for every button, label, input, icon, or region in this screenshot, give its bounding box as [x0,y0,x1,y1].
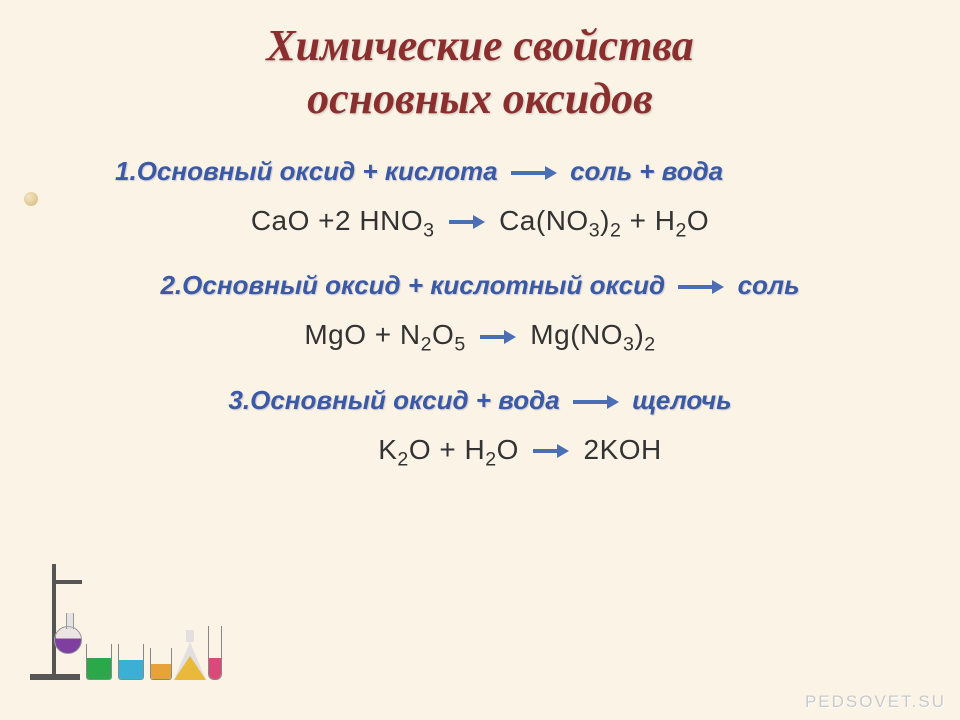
title-line-2: основных оксидов [307,74,653,123]
eq1-rc-sub: 2 [675,219,686,241]
rule-1: 1.Основный оксид + кислота соль + вода [60,156,900,187]
rule-3-left: Основный оксид + вода [250,385,560,415]
rule-3: 3.Основный оксид + вода щелочь [60,385,900,416]
arrow-icon [533,444,569,458]
rule-1-right: соль + вода [570,156,723,186]
eq1-left-sub: 3 [423,219,434,241]
arrow-icon [511,166,557,180]
eq3-lb-sub: 2 [485,448,496,470]
title-line-1: Химические свойства [266,21,694,70]
eq2-ra: Mg(NO [530,319,623,350]
beaker-orange-icon [150,648,172,680]
eq2-ra-sub: 3 [623,334,634,356]
arrow-icon [449,215,485,229]
eq3-lc: O [497,434,519,465]
eq3-la-sub: 2 [397,448,408,470]
eq1-ra-sub: 3 [589,219,600,241]
rule-2-prefix: 2. [160,270,182,300]
round-flask-icon [54,626,82,654]
beaker-green-icon [86,644,112,680]
arrow-icon [480,330,516,344]
eq3-r: 2KOH [584,434,662,465]
lab-glassware-image [10,520,230,690]
eq1-rb: ) [600,205,610,236]
bullet-icon [24,192,38,206]
slide-title: Химические свойства основных оксидов [60,20,900,126]
eq2-lb: O [432,319,454,350]
eq1-ra: Ca(NO [499,205,589,236]
watermark: PEDSOVET.SU [805,692,946,712]
eq2-rb: ) [634,319,644,350]
rule-2-right: соль [738,270,800,300]
rule-3-prefix: 3. [228,385,250,415]
rule-2: 2.Основный оксид + кислотный оксид соль [60,270,900,301]
rule-1-prefix: 1. [115,156,137,186]
equation-1: CaO +2 HNO3 Ca(NO3)2 + H2O [60,205,900,243]
eq2-rb-sub: 2 [644,334,655,356]
eq1-left: CaO +2 HNO [251,205,423,236]
arrow-icon [678,280,724,294]
eq3-la: K [378,434,397,465]
slide-container: Химические свойства основных оксидов 1.О… [0,0,960,720]
eq1-rc: + H [621,205,675,236]
equation-3: K2O + H2O 2KOH [140,434,900,472]
eq2-lb-sub: 5 [454,334,465,356]
equation-2: MgO + N2O5 Mg(NO3)2 [60,319,900,357]
conical-flask-icon [174,642,206,680]
eq2-la: MgO + N [304,319,420,350]
rule-3-right: щелочь [632,385,731,415]
arrow-icon [573,395,619,409]
eq2-la-sub: 2 [421,334,432,356]
beaker-blue-icon [118,644,144,680]
eq3-lb: O + H [409,434,485,465]
rule-2-left: Основный оксид + кислотный оксид [182,270,665,300]
tall-flask-icon [208,626,222,680]
rule-1-left: Основный оксид + кислота [137,156,498,186]
eq1-rb-sub: 2 [610,219,621,241]
eq1-rd: O [687,205,709,236]
